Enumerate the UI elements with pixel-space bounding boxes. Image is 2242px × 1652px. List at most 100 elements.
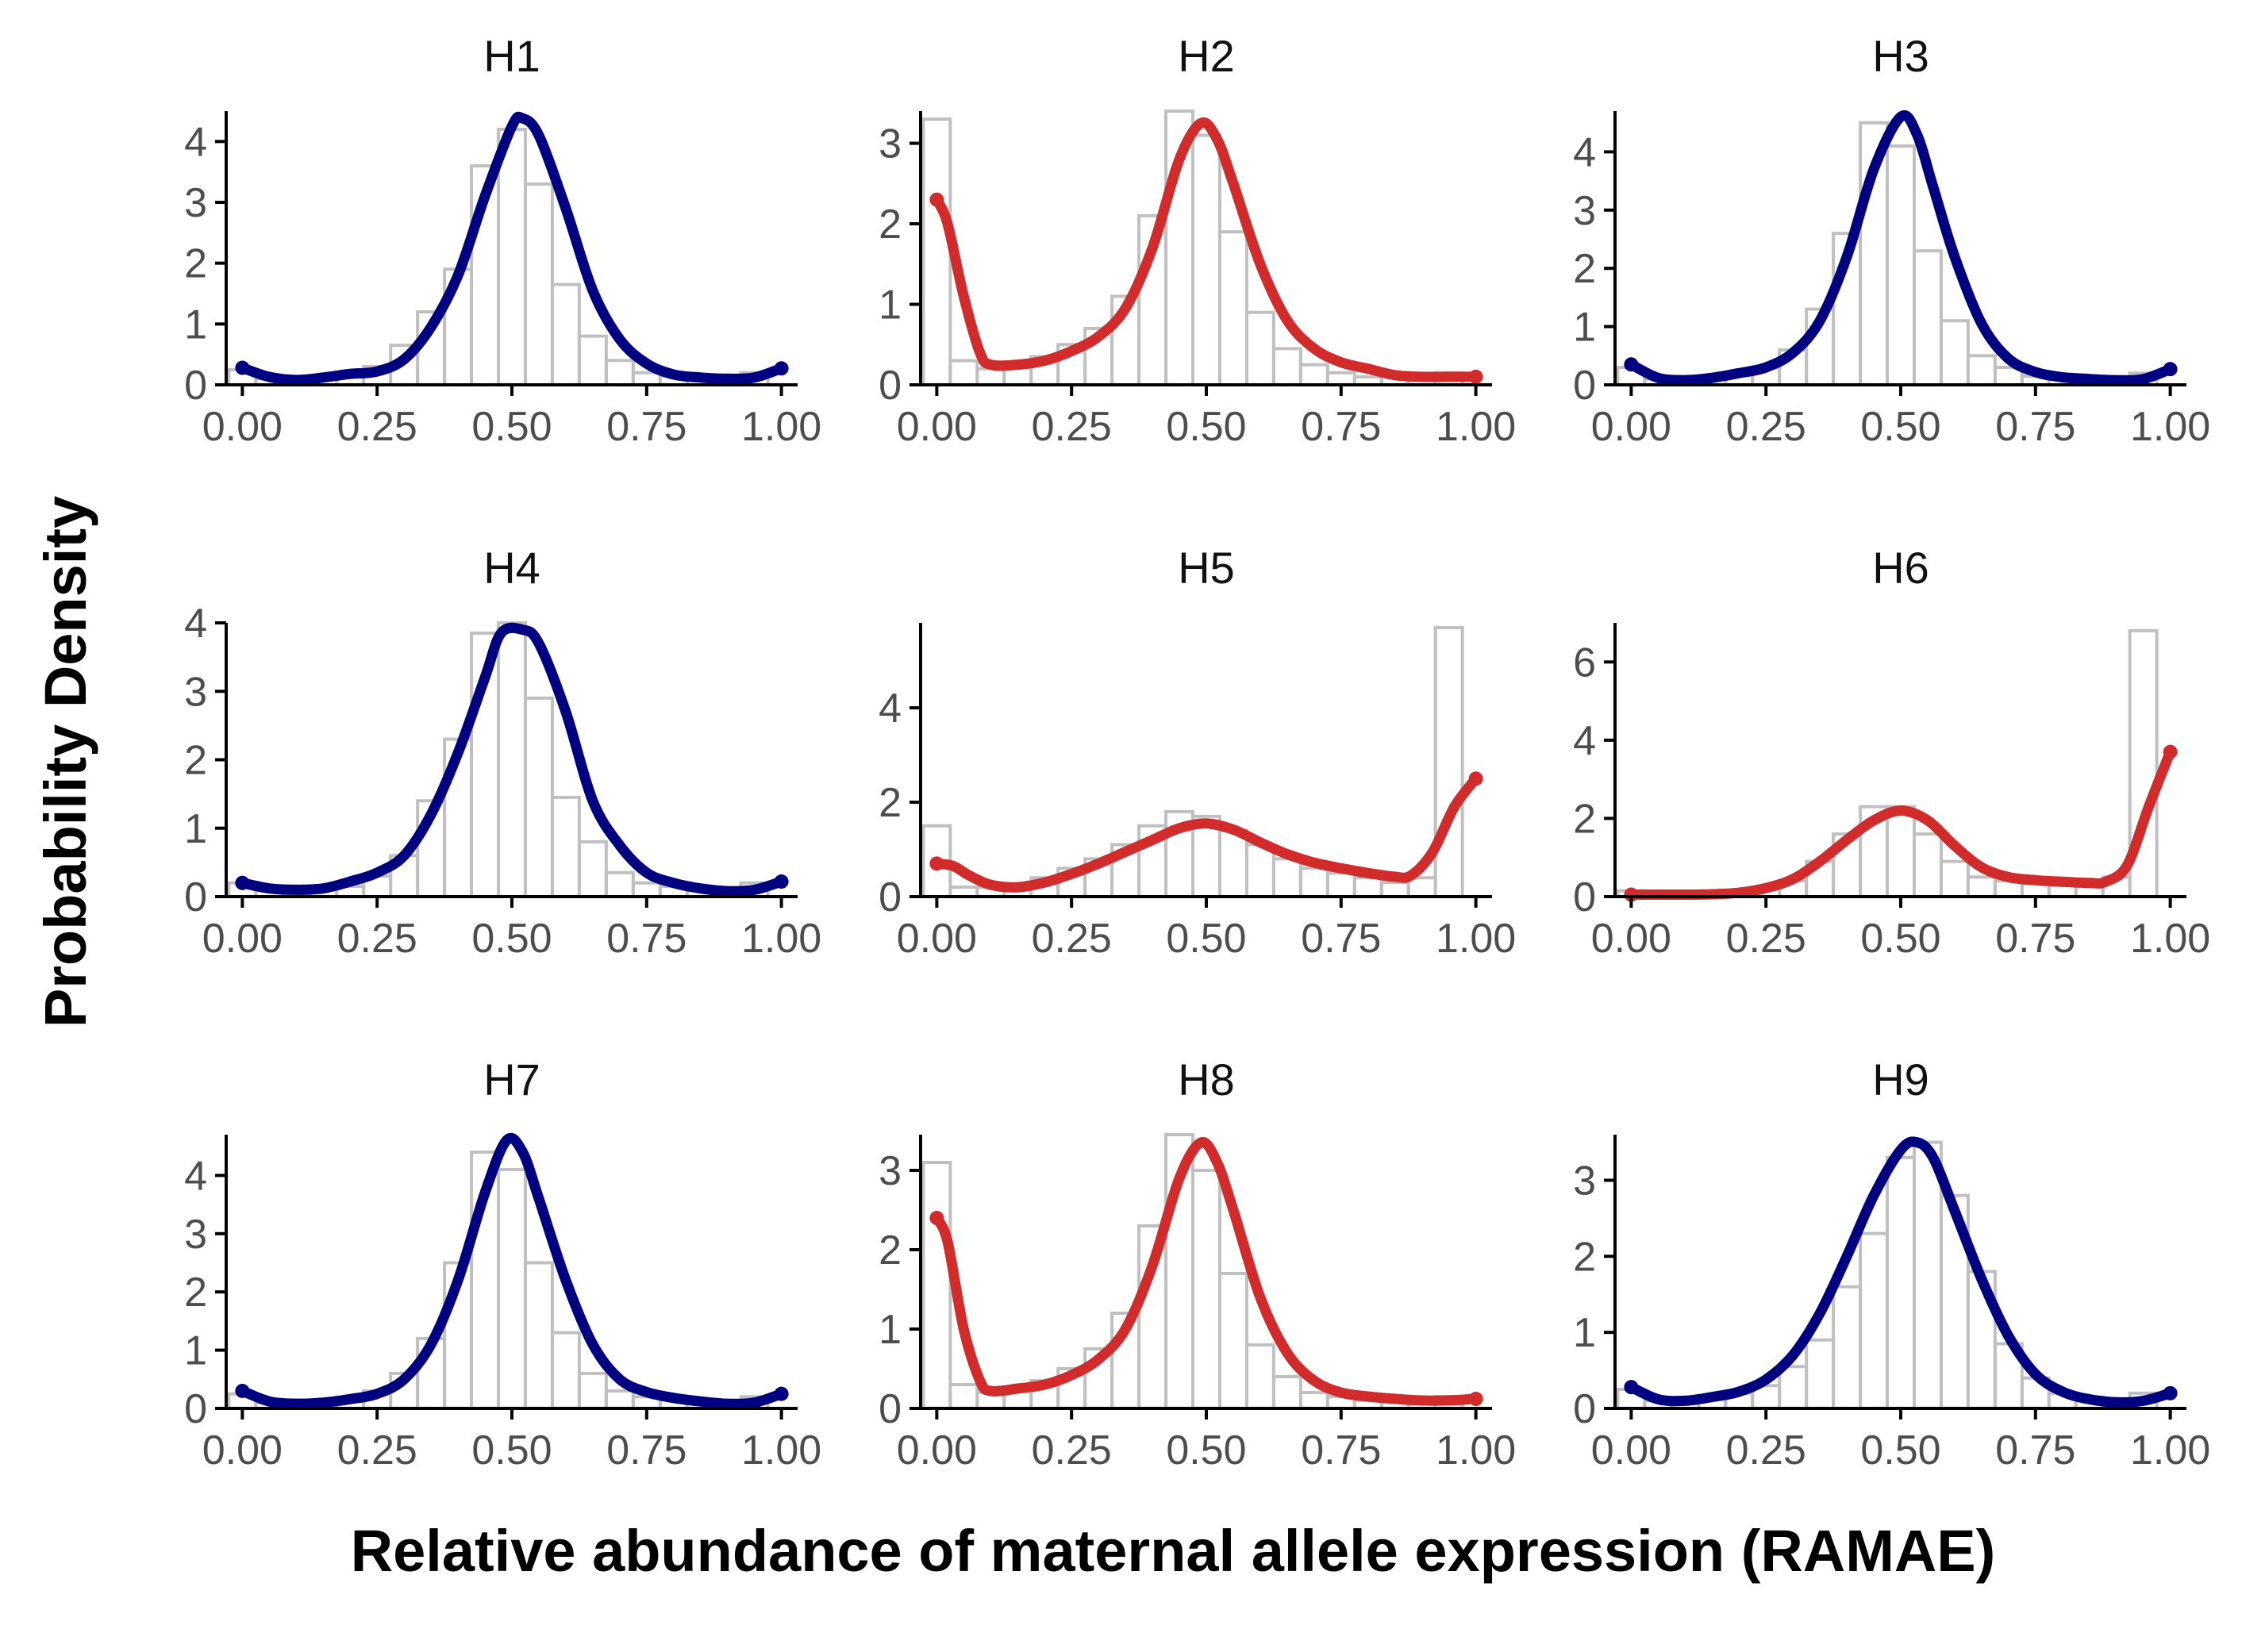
histogram-bar [1217,1272,1248,1410]
density-endpoint [929,192,944,207]
y-tick-label: 2 [879,780,902,826]
histogram-bar [1244,1343,1275,1410]
histogram-bar [1966,875,1997,899]
x-tick-label: 0.75 [606,1427,686,1473]
x-tick-label: 1.00 [1436,404,1516,450]
histogram [227,621,770,898]
density-endpoint [1468,771,1483,786]
panel-h4: H4 0 1 2 3 4 0.00 0.25 0.50 0.75 1.00 [184,543,821,962]
density-endpoint [1624,357,1639,372]
x-tick-label: 0.50 [1860,404,1940,450]
panel-title: H5 [1178,543,1235,593]
x-tick-label: 0.50 [471,404,552,450]
histogram-bar [1217,828,1248,898]
histogram-bar [948,359,979,387]
x-tick-label: 0.25 [1032,1427,1112,1473]
histogram-bar [1912,249,1943,387]
histogram-bar [1886,1155,1916,1410]
histogram-bar [1352,876,1383,899]
x-tick-label: 1.00 [741,404,821,450]
y-tick-label: 0 [184,1386,207,1432]
y-tick-label: 1 [184,302,207,348]
histogram-bar [1244,843,1275,899]
histogram-bar [1244,310,1275,387]
y-tick-label: 4 [184,1153,207,1199]
density-endpoint [774,361,789,376]
y-tick-label: 0 [184,363,207,409]
histogram-bar [1217,230,1248,386]
histogram-bar [631,371,662,386]
density-curve [1625,1136,2176,1408]
y-axis-title: Probability Density [33,496,98,1028]
y-tick-label: 1 [1573,305,1596,351]
x-tick-label: 0.25 [1032,916,1112,962]
x-tick-label: 0.75 [1301,404,1381,450]
histogram-bar [497,1168,527,1411]
panel-title: H3 [1872,31,1929,81]
x-tick-label: 0.75 [1995,1427,2075,1473]
panel-title: H6 [1872,543,1929,593]
histogram [921,1133,1464,1410]
y-tick-label: 0 [879,1386,902,1432]
histogram-bar [1379,881,1410,898]
density-endpoint [929,856,944,871]
panel-title: H8 [1178,1055,1235,1105]
histogram-bar [921,117,952,386]
histogram-bar [1433,625,1464,899]
y-tick-label: 1 [184,806,207,852]
density-endpoint [774,1386,789,1401]
x-tick-label: 0.00 [897,1427,977,1473]
density-endpoint [2163,1385,2178,1400]
density-endpoint [235,875,250,890]
x-tick-label: 0.50 [471,916,552,962]
x-tick-label: 0.00 [1591,1427,1671,1473]
y-tick-label: 2 [1573,1234,1596,1280]
x-tick-label: 0.00 [1591,404,1671,450]
histogram-bar [1325,371,1356,387]
x-tick-label: 0.25 [1726,916,1806,962]
density-endpoint [1624,887,1639,902]
y-tick-label: 2 [879,1227,902,1274]
density-endpoint [1468,369,1483,384]
histogram-bar [523,696,554,898]
histogram-bar [948,1383,979,1410]
y-tick-label: 3 [879,121,902,167]
y-tick-label: 2 [879,202,902,248]
x-axis-title: Relative abundance of maternal allele ex… [351,1518,1996,1584]
y-tick-label: 0 [1573,1386,1596,1432]
histogram-bar [1966,354,1997,387]
x-tick-label: 0.00 [897,404,977,450]
histogram [921,109,1464,387]
histogram-bar [1886,144,1916,387]
density-curve [1625,747,2176,901]
x-tick-label: 0.25 [337,404,417,450]
x-tick-label: 1.00 [2130,916,2210,962]
histogram-bar [550,282,581,386]
histogram-bar [523,182,554,386]
histogram [1616,1140,2159,1411]
histogram-bar [1298,1391,1329,1410]
histogram-bar [1298,363,1329,387]
y-tick-label: 1 [879,282,902,328]
y-tick-label: 2 [1573,796,1596,842]
x-tick-label: 1.00 [741,1427,821,1473]
x-tick-label: 0.75 [1995,916,2075,962]
panel-h7: H7 0 1 2 3 4 0.00 0.25 0.50 0.75 1.00 [184,1055,821,1473]
density-curve [237,622,787,897]
x-tick-label: 0.25 [337,916,417,962]
x-tick-label: 1.00 [2130,1427,2210,1473]
y-tick-label: 0 [1573,363,1596,409]
histogram-bar [523,1261,554,1411]
x-tick-label: 1.00 [1436,1427,1516,1473]
y-tick-label: 4 [1573,718,1596,764]
panel-h9: H9 0 1 2 3 0.00 0.25 0.50 0.75 1.00 [1573,1055,2210,1473]
x-tick-label: 0.50 [1166,916,1246,962]
histogram-bar [604,359,635,387]
histogram-bar [1271,347,1302,386]
histogram-bar [1298,866,1329,898]
y-tick-label: 1 [184,1328,207,1374]
y-tick-label: 1 [879,1307,902,1353]
y-tick-label: 1 [1573,1310,1596,1356]
histogram-bar [1912,1140,1943,1411]
y-tick-label: 0 [879,874,902,920]
